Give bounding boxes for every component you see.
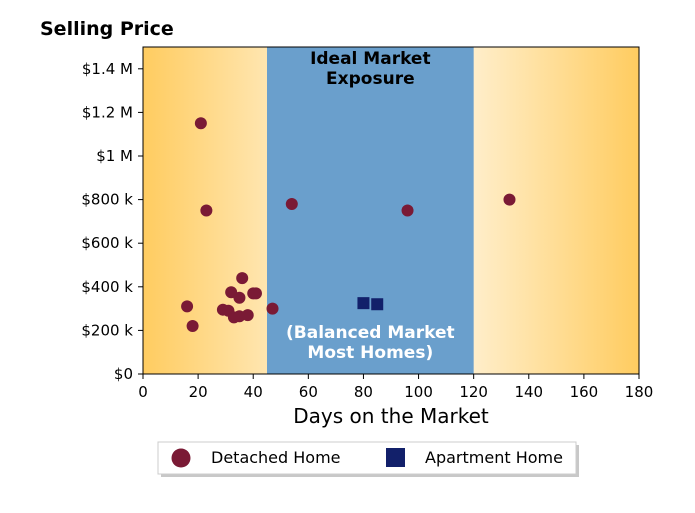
y-tick-label: $200 k bbox=[81, 321, 133, 339]
x-axis-title: Days on the Market bbox=[293, 404, 489, 428]
x-axis: 0 20 40 60 80 100 120 140 160 180 bbox=[138, 374, 653, 401]
y-axis: $0 $200 k $400 k $600 k $800 k $1 M $1.2 M $1.4… bbox=[81, 60, 143, 383]
legend-marker-apartment bbox=[386, 448, 405, 467]
legend-label-detached: Detached Home bbox=[211, 448, 341, 467]
detached-home-point bbox=[233, 291, 246, 304]
x-tick-label: 180 bbox=[625, 383, 654, 401]
x-tick-label: 40 bbox=[244, 383, 263, 401]
legend: Detached Home Apartment Home bbox=[157, 441, 579, 477]
x-tick-label: 100 bbox=[404, 383, 433, 401]
x-tick-label: 20 bbox=[189, 383, 208, 401]
apartment-home-point bbox=[371, 298, 384, 311]
detached-home-point bbox=[186, 320, 199, 333]
detached-home-point bbox=[181, 300, 194, 313]
detached-home-point bbox=[249, 287, 262, 300]
detached-home-point bbox=[236, 272, 249, 285]
detached-home-point bbox=[285, 197, 298, 210]
detached-home-point bbox=[194, 117, 207, 130]
x-tick-label: 0 bbox=[138, 383, 148, 401]
x-tick-label: 140 bbox=[514, 383, 543, 401]
ideal-exposure-zone bbox=[267, 47, 474, 374]
zone-bottom-label: (Balanced Market Most Homes) bbox=[286, 323, 455, 363]
detached-home-point bbox=[241, 309, 254, 322]
x-tick-label: 60 bbox=[299, 383, 318, 401]
y-tick-label: $1.4 M bbox=[82, 60, 133, 78]
zone-top-label: Ideal Market Exposure bbox=[310, 49, 431, 89]
plot-area: Ideal Market Exposure (Balanced Market Mos… bbox=[142, 46, 640, 375]
y-tick-label: $1.2 M bbox=[82, 103, 133, 121]
x-tick-label: 160 bbox=[570, 383, 599, 401]
detached-home-point bbox=[266, 302, 279, 315]
detached-home-point bbox=[401, 204, 414, 217]
y-tick-label: $0 bbox=[114, 365, 133, 383]
x-tick-label: 80 bbox=[354, 383, 373, 401]
y-tick-label: $800 k bbox=[81, 191, 133, 209]
legend-marker-detached bbox=[171, 448, 191, 468]
detached-home-point bbox=[200, 204, 213, 217]
legend-box bbox=[157, 441, 577, 475]
y-tick-label: $1 M bbox=[96, 147, 133, 165]
y-tick-label: $600 k bbox=[81, 234, 133, 252]
y-tick-label: $400 k bbox=[81, 278, 133, 296]
chart-title: Selling Price bbox=[40, 18, 174, 40]
plot-frame bbox=[142, 46, 640, 375]
x-tick-label: 120 bbox=[459, 383, 488, 401]
detached-home-point bbox=[503, 193, 516, 206]
data-points bbox=[181, 117, 516, 333]
apartment-home-point bbox=[357, 297, 370, 310]
legend-label-apartment: Apartment Home bbox=[425, 448, 563, 467]
